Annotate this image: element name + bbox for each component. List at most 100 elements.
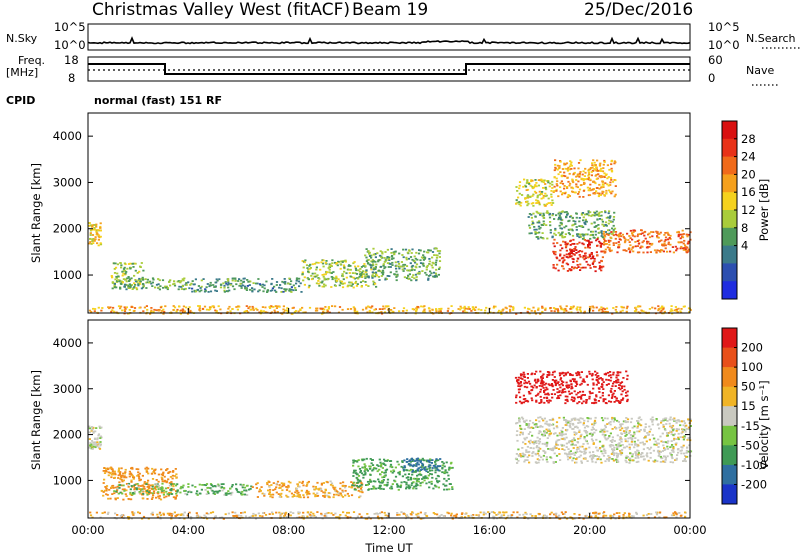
- echo-cell: [298, 481, 301, 484]
- echo-cell: [580, 266, 583, 269]
- echo-cell: [161, 478, 164, 481]
- echo-cell: [579, 255, 582, 258]
- echo-cell: [342, 282, 345, 285]
- echo-cell: [240, 279, 243, 282]
- echo-cell: [556, 242, 559, 244]
- echo-cell: [484, 309, 487, 312]
- echo-cell: [557, 218, 560, 221]
- echo-cell: [236, 305, 240, 308]
- echo-cell: [582, 216, 585, 219]
- echo-cell: [155, 485, 158, 488]
- echo-cell: [530, 180, 533, 183]
- echo-cell: [630, 248, 633, 251]
- echo-cell: [582, 170, 585, 173]
- echo-cell: [664, 441, 668, 444]
- echo-cell: [266, 289, 269, 292]
- echo-cell: [602, 163, 605, 166]
- echo-cell: [349, 281, 352, 284]
- echo-cell: [573, 454, 576, 456]
- echo-cell: [361, 491, 364, 494]
- echo-cell: [430, 462, 433, 464]
- echo-cell: [612, 229, 615, 231]
- echo-cell: [271, 287, 274, 290]
- echo-cell: [280, 287, 283, 290]
- echo-cell: [519, 385, 522, 388]
- echo-cell: [423, 459, 426, 462]
- echo-cell: [550, 193, 553, 196]
- echo-cell: [675, 458, 678, 461]
- echo-cell: [401, 475, 404, 478]
- echo-cell: [91, 225, 94, 228]
- echo-cell: [545, 194, 548, 197]
- echo-cell: [160, 473, 163, 476]
- echo-cell: [388, 262, 391, 265]
- echo-cell: [116, 497, 119, 499]
- echo-cell: [588, 255, 592, 257]
- colorbar-tick-label: 24: [741, 150, 756, 164]
- echo-cell: [590, 241, 593, 244]
- echo-cell: [537, 432, 540, 435]
- echo-cell: [629, 237, 632, 239]
- echo-cell: [428, 310, 431, 312]
- echo-cell: [122, 272, 125, 275]
- echo-cell: [111, 485, 114, 487]
- echo-cell: [592, 382, 595, 385]
- echo-cell: [143, 487, 146, 490]
- echo-cell: [521, 378, 524, 380]
- echo-cell: [427, 251, 430, 254]
- echo-cell: [551, 447, 555, 450]
- echo-cell: [388, 258, 391, 260]
- echo-cell: [685, 456, 688, 458]
- echo-cell: [323, 278, 326, 281]
- echo-cell: [370, 268, 373, 271]
- noise-left-tick-top: 10^5: [54, 20, 86, 34]
- echo-cell: [590, 171, 593, 173]
- echo-cell: [290, 280, 293, 283]
- echo-cell: [518, 419, 521, 422]
- echo-cell: [571, 306, 575, 309]
- echo-cell: [629, 459, 632, 462]
- echo-cell: [584, 252, 587, 255]
- echo-cell: [436, 465, 439, 468]
- echo-cell: [575, 179, 578, 181]
- echo-cell: [629, 229, 632, 232]
- echo-cell: [583, 233, 586, 236]
- echo-cell: [531, 455, 534, 457]
- echo-cell: [565, 262, 568, 265]
- echo-cell: [655, 444, 658, 446]
- echo-cell: [421, 481, 424, 484]
- echo-cell: [224, 281, 227, 283]
- echo-cell: [579, 396, 583, 399]
- echo-cell: [93, 310, 96, 313]
- echo-cell: [591, 164, 594, 167]
- echo-cell: [355, 476, 358, 479]
- echo-cell: [355, 273, 359, 275]
- echo-cell: [601, 170, 605, 173]
- velocity-echo-region: [351, 457, 454, 491]
- echo-cell: [113, 492, 116, 495]
- echo-cell: [550, 457, 553, 459]
- echo-cell: [151, 485, 154, 488]
- echo-cell: [433, 465, 436, 467]
- echo-cell: [516, 422, 519, 424]
- echo-cell: [146, 490, 149, 492]
- echo-cell: [560, 211, 563, 213]
- echo-cell: [600, 266, 603, 269]
- echo-cell: [112, 472, 115, 475]
- echo-cell: [545, 445, 548, 448]
- echo-cell: [445, 484, 448, 487]
- echo-cell: [357, 489, 360, 492]
- echo-cell: [579, 437, 582, 440]
- echo-cell: [620, 453, 623, 456]
- echo-cell: [647, 459, 650, 462]
- echo-cell: [597, 381, 600, 384]
- echo-cell: [577, 266, 580, 268]
- echo-cell: [235, 487, 238, 490]
- echo-cell: [536, 236, 539, 238]
- echo-cell: [613, 227, 617, 230]
- echo-cell: [634, 451, 637, 453]
- echo-cell: [671, 444, 674, 446]
- echo-cell: [102, 482, 105, 484]
- echo-cell: [265, 280, 268, 283]
- echo-cell: [577, 422, 580, 424]
